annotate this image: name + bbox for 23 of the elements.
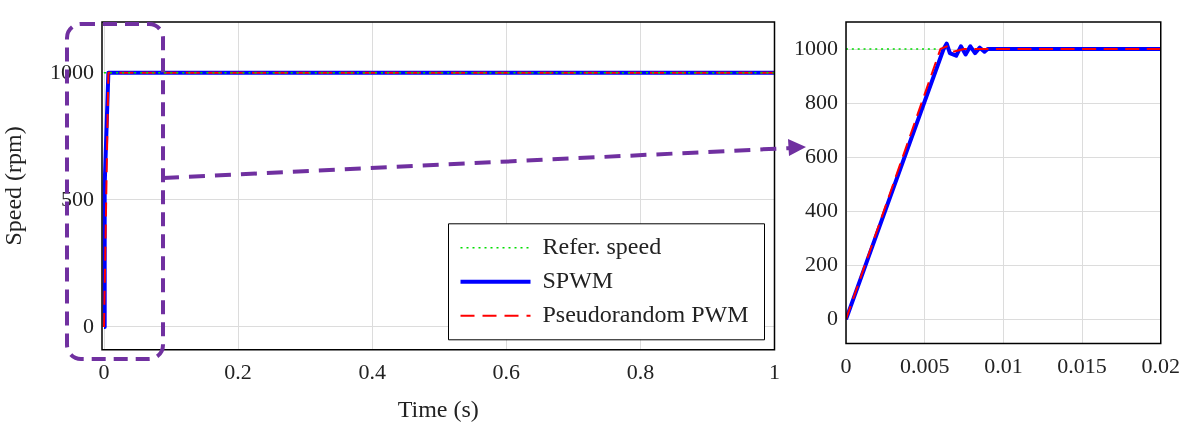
x-tick-label: 1 bbox=[769, 358, 780, 384]
x-tick-label: 0 bbox=[98, 358, 110, 384]
y-tick-label: 800 bbox=[805, 88, 838, 114]
x-tick-label: 0.6 bbox=[492, 358, 521, 384]
y-tick-label: 200 bbox=[805, 251, 838, 277]
y-axis-title: Speed (rpm) bbox=[0, 126, 26, 246]
y-tick-label: 600 bbox=[805, 142, 838, 168]
y-tick-label: 0 bbox=[83, 312, 94, 338]
x-tick-label: 0.8 bbox=[626, 358, 655, 384]
x-tick-label: 0.01 bbox=[984, 352, 1023, 378]
legend-label: Pseudorandom PWM bbox=[542, 301, 749, 328]
x-tick-label: 0.4 bbox=[358, 358, 386, 384]
x-tick-label: 0.2 bbox=[224, 358, 252, 384]
x-tick-label: 0.015 bbox=[1057, 352, 1107, 378]
y-tick-label: 400 bbox=[805, 196, 838, 222]
x-tick-label: 0.02 bbox=[1141, 352, 1180, 378]
x-axis-title: Time (s) bbox=[397, 395, 479, 422]
legend-label: SPWM bbox=[542, 267, 614, 294]
legend-label: Refer. speed bbox=[542, 233, 662, 260]
y-tick-label: 1000 bbox=[794, 34, 838, 60]
y-tick-label: 1000 bbox=[50, 58, 94, 84]
x-tick-label: 0.005 bbox=[899, 352, 950, 378]
y-tick-label: 0 bbox=[827, 305, 838, 331]
